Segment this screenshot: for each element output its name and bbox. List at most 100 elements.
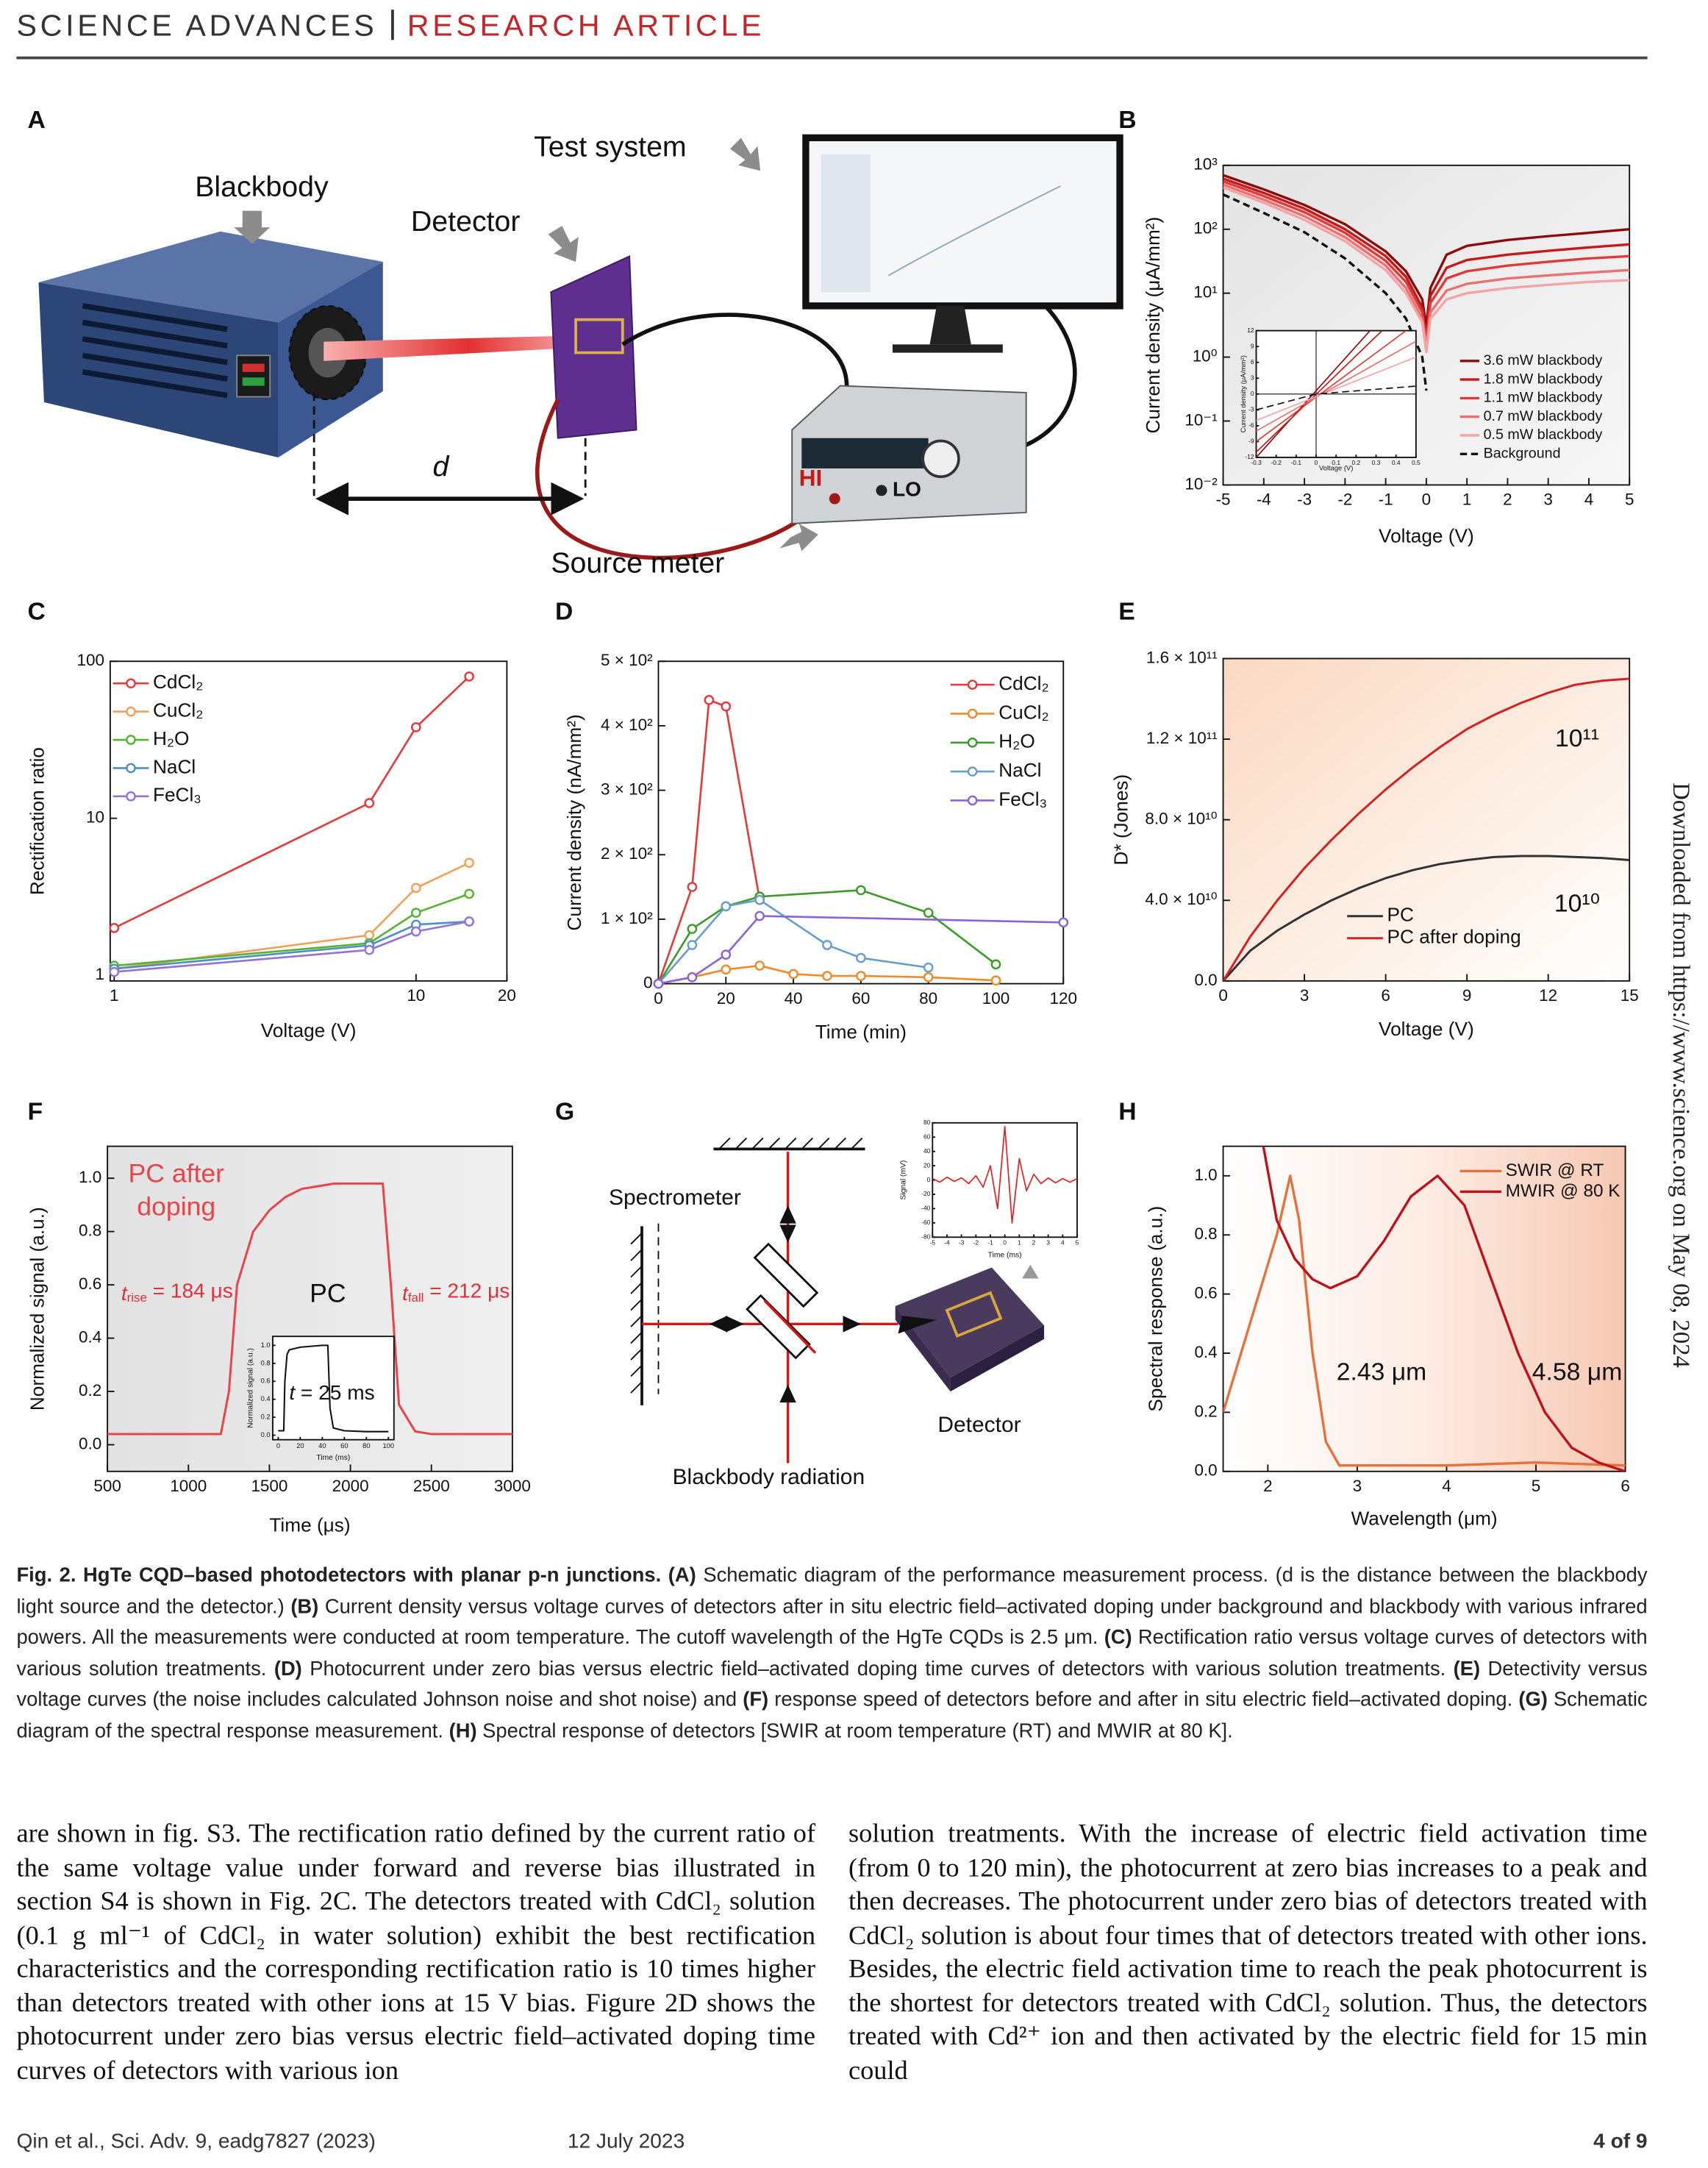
x-tick-label: 4 [1584, 491, 1594, 509]
monitor-curve [887, 185, 1061, 277]
x-tick-label: 80 [919, 989, 937, 1008]
figure-caption: Fig. 2. HgTe CQD–based photodetectors wi… [16, 1561, 1647, 1748]
mirror-hatch [718, 1137, 863, 1150]
series-line [1223, 193, 1428, 391]
data-point [721, 949, 732, 960]
y-axis-label: Spectral response (a.u.) [1145, 1206, 1167, 1412]
x-tick-label: 1 [1018, 1239, 1021, 1247]
y-tick-label: 6 [1251, 358, 1254, 366]
legend-marker [967, 708, 978, 719]
x-tick-label: 40 [785, 989, 803, 1008]
legend-label: CdCl₂ [153, 671, 203, 693]
annotation: 10¹⁰ [1554, 890, 1600, 918]
caption-panel-label: (F) [743, 1689, 769, 1712]
y-tick-label: 0.4 [79, 1328, 101, 1347]
x-axis-label: Voltage (V) [261, 1019, 357, 1041]
legend-label: H₂O [153, 727, 190, 749]
x-tick-label: 2 [1503, 491, 1512, 509]
body-column-right: solution treatments. With the increase o… [848, 1819, 1648, 2086]
x-tick-label: 20 [498, 986, 516, 1005]
x-tick-label: 9 [1462, 986, 1471, 1005]
legend-label: 3.6 mW blackbody [1484, 352, 1603, 368]
x-tick-label: 3 [1353, 1477, 1362, 1495]
x-tick-label: 100 [382, 1442, 394, 1450]
series-line [114, 862, 470, 970]
series-line [114, 920, 470, 973]
annotation-main: t [289, 1381, 296, 1404]
x-tick-label: 3 [1046, 1239, 1050, 1247]
label-source-meter: Source meter [551, 546, 724, 579]
legend-label: FeCl₃ [998, 788, 1047, 810]
meter-knob [921, 439, 960, 479]
y-tick-label: 0.8 [79, 1222, 101, 1240]
plot-area [657, 660, 1065, 985]
x-tick-label: 100 [982, 989, 1010, 1008]
data-point [464, 857, 474, 869]
y-axis-label: Normalized signal (a.u.) [247, 1348, 255, 1428]
data-point [822, 940, 832, 950]
label-blackbody-radiation: Blackbody radiation [673, 1465, 865, 1489]
x-tick-label: 3000 [494, 1477, 531, 1495]
hi-terminal [829, 493, 840, 504]
series-line [113, 675, 471, 930]
x-tick-label: 12 [1539, 986, 1557, 1005]
x-tick-label: 2000 [332, 1477, 369, 1495]
x-tick-label: 1 [110, 986, 119, 1005]
x-tick-label: 15 [1621, 986, 1639, 1005]
footer-page: 4 of 9 [1593, 2130, 1648, 2154]
y-axis-label: Signal (mV) [900, 1160, 908, 1200]
y-tick-label: 0.8 [261, 1359, 271, 1366]
y-axis-label: Normalized signal (a.u.) [26, 1207, 48, 1411]
data-point [687, 971, 698, 983]
y-tick-label: 4.0 × 10¹⁰ [1145, 890, 1217, 908]
y-tick-label: 0 [927, 1176, 931, 1183]
display-led [242, 377, 265, 386]
x-tick-label: 0 [276, 1442, 280, 1450]
legend-label: 0.5 mW blackbody [1484, 427, 1603, 443]
x-tick-label: 4 [1061, 1239, 1065, 1247]
x-tick-label: 0 [1218, 986, 1228, 1005]
y-tick-label: -80 [921, 1233, 930, 1241]
label-detector: Detector [411, 205, 521, 238]
detector-chip-edge [950, 1325, 1045, 1392]
x-tick-label: -0.3 [1251, 459, 1262, 466]
electrodes [574, 318, 624, 354]
annotation: 2.43 μm [1337, 1358, 1427, 1386]
legend-label: Background [1484, 445, 1561, 461]
y-tick-label: 0.4 [1194, 1343, 1217, 1361]
y-tick-label: 8.0 × 10¹⁰ [1145, 810, 1217, 828]
data-point [410, 908, 421, 919]
x-tick-label: -2 [973, 1239, 979, 1247]
y-axis-label: Current density (nA/mm²) [563, 714, 585, 930]
beam-splitter [746, 1294, 811, 1360]
chart: -5 -4 -3 -2 -1 0 1 2 3 4 5 -80 -60 -40 -20 0 20 40 60 80 Tim… [900, 1119, 1079, 1259]
y-tick-label: 40 [923, 1147, 931, 1155]
data-point [721, 901, 732, 912]
series-line [1223, 677, 1630, 981]
x-tick-label: 6 [1621, 1477, 1630, 1495]
series-line [1256, 330, 1407, 443]
footer-date: 12 July 2023 [567, 2130, 685, 2154]
data-point [721, 964, 732, 975]
caption-text: Rectification ratio versus voltage curve… [16, 1627, 1648, 1681]
data-point [990, 959, 1001, 970]
y-tick-label: 60 [923, 1133, 931, 1140]
y-tick-label: -60 [921, 1219, 930, 1226]
x-tick-label: 500 [93, 1477, 121, 1495]
annotation-main: t [402, 1282, 409, 1305]
x-tick-label: 120 [1050, 989, 1078, 1008]
x-tick-label: -5 [1216, 491, 1231, 509]
y-tick-label: 0.2 [261, 1413, 271, 1421]
plot-area [1222, 657, 1631, 982]
beam-diagonal [763, 1299, 817, 1354]
chart: -5 -4 -3 -2 -1 0 1 2 3 4 510⁻²10⁻¹10⁰10¹10²10³3.6 … [1142, 155, 1634, 547]
data-point [464, 916, 474, 927]
x-tick-label: 5 [1076, 1239, 1079, 1247]
legend-label: NaCl [998, 759, 1041, 781]
y-tick-label: 80 [923, 1119, 931, 1126]
x-tick-label: -0.2 [1271, 459, 1282, 466]
data-point [788, 969, 798, 980]
annotation-rest: = 212 μs [424, 1280, 510, 1302]
meter-display [801, 438, 929, 468]
